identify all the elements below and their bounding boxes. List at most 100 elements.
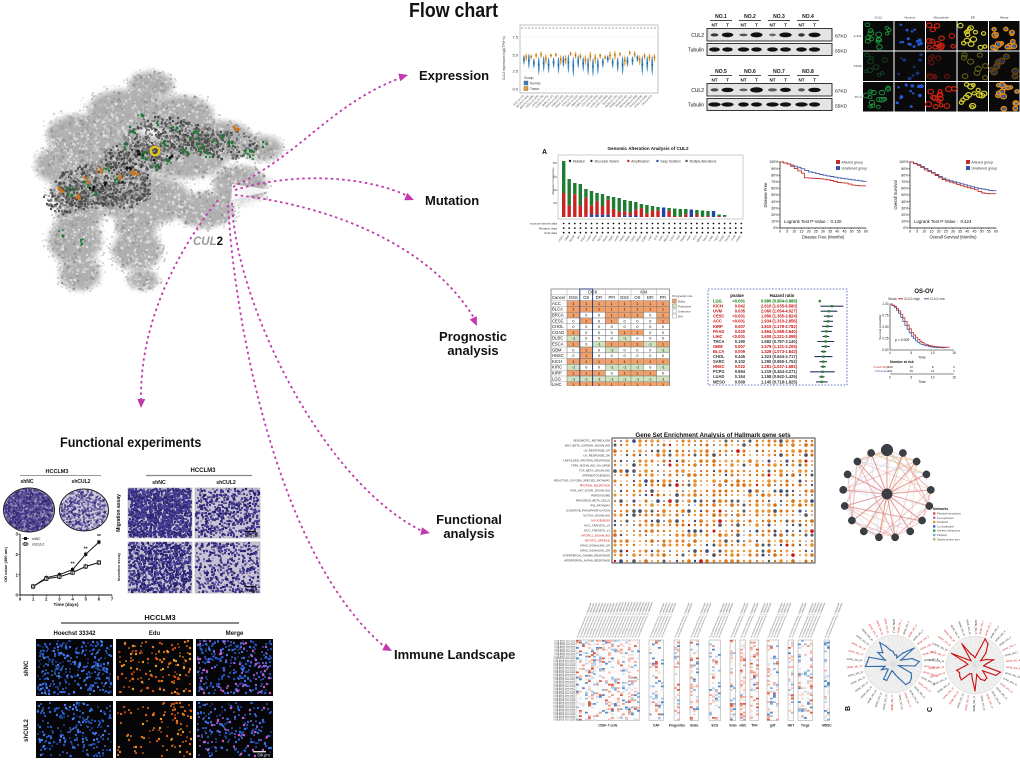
svg-text:OS: OS — [634, 295, 640, 300]
svg-text:1.934 (1.310-2.856): 1.934 (1.310-2.856) — [761, 319, 798, 324]
svg-text:shNC: shNC — [32, 537, 41, 541]
svg-text:MESO: MESO — [696, 234, 704, 243]
svg-text:HCCLM3: HCCLM3 — [46, 469, 69, 475]
svg-text:-1: -1 — [584, 376, 588, 381]
svg-text:GENE_SIG_4: GENE_SIG_4 — [995, 630, 1007, 643]
svg-text:100%: 100% — [899, 160, 909, 164]
svg-text:shCUL2: shCUL2 — [216, 480, 236, 486]
svg-text:0.007: 0.007 — [735, 324, 746, 329]
svg-text:10%: 10% — [771, 220, 779, 224]
svg-text:TCGA_BRCA_Tumor_bas1: TCGA_BRCA_Tumor_bas1 — [554, 641, 575, 644]
svg-text:0: 0 — [649, 353, 652, 358]
svg-text:CHOL: CHOL — [735, 234, 743, 243]
svg-text:TCGA_BRCA_Tumor_bas42: TCGA_BRCA_Tumor_bas42 — [553, 713, 575, 716]
svg-text:KRAS_SIGNALING_UP: KRAS_SIGNALING_UP — [580, 544, 610, 548]
svg-text:GENE_SIG_15: GENE_SIG_15 — [985, 694, 993, 710]
svg-text:MYC_TARGETS_V2: MYC_TARGETS_V2 — [584, 524, 610, 528]
svg-text:GENE_SIG_12: GENE_SIG_12 — [917, 682, 931, 693]
svg-text:NO.3: NO.3 — [773, 14, 785, 20]
svg-text:GENE_SIG_27: GENE_SIG_27 — [848, 650, 864, 656]
svg-text:BRCA: BRCA — [552, 313, 564, 318]
svg-text:1: 1 — [611, 307, 614, 312]
svg-text:TCGA_BRCA_Tumor_bas29: TCGA_BRCA_Tumor_bas29 — [553, 690, 575, 693]
svg-text:0: 0 — [19, 597, 22, 602]
svg-text:GENE_SIG_33: GENE_SIG_33 — [883, 618, 888, 634]
svg-text:TCGA_BRCA_Tumor_bas18: TCGA_BRCA_Tumor_bas18 — [553, 671, 575, 674]
svg-text:1: 1 — [572, 307, 575, 312]
svg-text:LIHC: LIHC — [647, 234, 654, 241]
svg-text:5: 5 — [910, 376, 912, 380]
svg-text:0: 0 — [636, 353, 639, 358]
svg-text:UV_RESPONSE_UP: UV_RESPONSE_UP — [584, 449, 611, 453]
svg-text:0: 0 — [611, 324, 614, 329]
svg-text:-1: -1 — [610, 365, 614, 370]
svg-text:1: 1 — [662, 307, 665, 312]
svg-text:0: 0 — [636, 324, 639, 329]
svg-text:DFI: DFI — [647, 295, 654, 300]
svg-text:50%: 50% — [901, 193, 909, 197]
svg-text:10: 10 — [792, 230, 796, 234]
svg-text:GENE_SIG_32: GENE_SIG_32 — [957, 621, 965, 637]
svg-text:OS-OV: OS-OV — [914, 289, 933, 295]
svg-text:GENE_SIG_18: GENE_SIG_18 — [965, 695, 970, 711]
svg-text:1: 1 — [623, 307, 626, 312]
svg-text:PAAD: PAAD — [618, 234, 625, 242]
svg-text:Disease Free (Months): Disease Free (Months) — [802, 235, 845, 240]
svg-text:MTORC1_SIGNALING: MTORC1_SIGNALING — [581, 534, 610, 538]
svg-text:1.00: 1.00 — [882, 302, 888, 306]
svg-text:GENE_SIG_10: GENE_SIG_10 — [923, 672, 939, 678]
svg-text:5: 5 — [786, 230, 788, 234]
svg-text:UCS: UCS — [652, 234, 659, 241]
svg-text:HSC: HSC — [740, 724, 747, 728]
svg-text:GENE_SIG_31: GENE_SIG_31 — [950, 625, 960, 640]
svg-text:20: 20 — [807, 230, 811, 234]
svg-text:4: 4 — [71, 597, 74, 602]
svg-text:1: 1 — [662, 359, 665, 364]
svg-text:DLBC: DLBC — [607, 234, 614, 242]
svg-text:NT: NT — [769, 78, 775, 83]
svg-text:1: 1 — [662, 313, 665, 318]
svg-text:Co-expression: Co-expression — [937, 516, 954, 520]
svg-text:NT: NT — [769, 23, 775, 28]
svg-text:0: 0 — [572, 318, 575, 323]
svg-text:LGG: LGG — [552, 376, 561, 381]
svg-text:CESC: CESC — [629, 234, 636, 242]
svg-text:GENE_SIG_14: GENE_SIG_14 — [908, 690, 918, 705]
svg-text:shCUL2: shCUL2 — [72, 479, 91, 485]
svg-text:10%: 10% — [901, 220, 909, 224]
svg-text:Progenitor: Progenitor — [669, 724, 686, 728]
svg-text:GENE_SIG_17: GENE_SIG_17 — [892, 694, 894, 710]
svg-text:OV: OV — [576, 234, 582, 240]
svg-text:0: 0 — [598, 353, 601, 358]
svg-text:TCGA_BRCA_Tumor_bas36: TCGA_BRCA_Tumor_bas36 — [553, 703, 575, 706]
svg-text:0: 0 — [585, 365, 588, 370]
svg-text:1: 1 — [649, 359, 652, 364]
svg-text:-1: -1 — [610, 376, 614, 381]
svg-text:LUAD: LUAD — [713, 374, 724, 379]
svg-text:T: T — [784, 78, 787, 83]
svg-text:0: 0 — [611, 336, 614, 341]
svg-text:LGG: LGG — [675, 234, 681, 241]
svg-text:gdT: gdT — [770, 724, 776, 728]
svg-text:1: 1 — [598, 307, 601, 312]
svg-text:5.0: 5.0 — [512, 53, 518, 58]
svg-text:HNSC: HNSC — [601, 234, 609, 242]
svg-text:GBM: GBM — [552, 347, 562, 352]
svg-text:TCGA_BRCA_Tumor_bas2: TCGA_BRCA_Tumor_bas2 — [554, 643, 575, 646]
svg-text:8%: 8% — [553, 161, 558, 165]
svg-text:1: 1 — [636, 382, 639, 386]
svg-text:LIHC: LIHC — [713, 334, 723, 339]
svg-text:0.50: 0.50 — [882, 325, 888, 329]
svg-text:TCGA_BRCA_Tumor_bas33: TCGA_BRCA_Tumor_bas33 — [553, 697, 575, 700]
svg-text:TCGA_BRCA_Tumor_bas16: TCGA_BRCA_Tumor_bas16 — [553, 668, 575, 671]
svg-text:CESC: CESC — [713, 314, 724, 319]
svg-text:TCGA_BRCA_Tumor_bas23: TCGA_BRCA_Tumor_bas23 — [553, 680, 575, 683]
svg-text:90%: 90% — [901, 167, 909, 171]
svg-text:GENE_SIG_7: GENE_SIG_7 — [923, 650, 938, 656]
svg-text:S1M0: S1M0 — [854, 64, 862, 68]
svg-text:0: 0 — [889, 376, 891, 380]
svg-text:TCGA_BRCA_Tumor_bas41: TCGA_BRCA_Tumor_bas41 — [553, 711, 575, 714]
svg-text:GENE_SIG_25: GENE_SIG_25 — [928, 667, 944, 670]
svg-text:Group: Group — [524, 76, 534, 80]
svg-text:GENE_SIG_3: GENE_SIG_3 — [990, 625, 1000, 639]
